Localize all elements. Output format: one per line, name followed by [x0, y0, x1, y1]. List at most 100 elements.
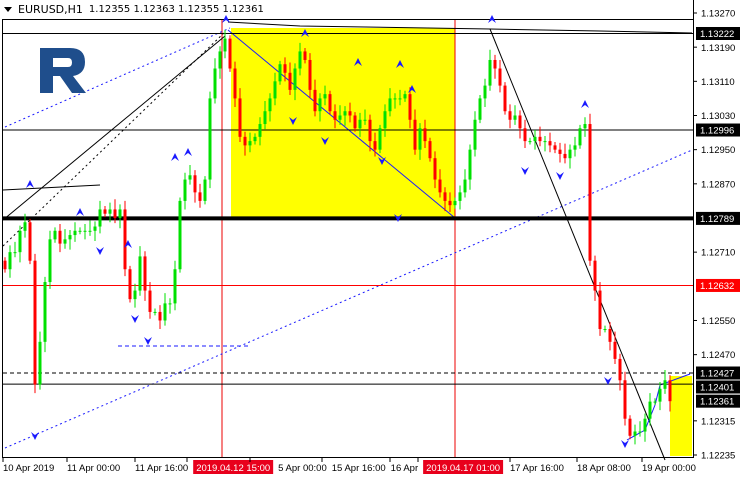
price-tick-label: 1.12710 — [701, 248, 735, 259]
candle — [108, 202, 112, 223]
time-tick-label: 5 Apr 00:00 — [278, 463, 327, 474]
triangle-down-icon[interactable] — [4, 7, 12, 12]
candle — [293, 63, 297, 101]
candle — [283, 57, 287, 82]
candle — [603, 325, 607, 333]
candle-body — [368, 119, 372, 142]
candle-body — [113, 209, 117, 218]
candle — [38, 331, 42, 390]
time-tick-label: 15 Apr 16:00 — [332, 463, 386, 474]
candle — [183, 172, 187, 210]
candle-body — [298, 51, 302, 69]
candle — [578, 124, 582, 149]
fractal-up-arrow-icon — [26, 180, 34, 188]
candle — [473, 111, 477, 157]
candle — [553, 141, 557, 154]
candle — [488, 49, 492, 91]
candle-body — [313, 89, 317, 112]
candle — [463, 169, 467, 198]
price-tick-label: 1.12315 — [701, 416, 735, 427]
candle-body — [373, 141, 377, 150]
candle — [458, 185, 462, 210]
candle — [478, 94, 482, 124]
candle-body — [223, 38, 227, 52]
candle — [468, 144, 472, 190]
candle-body — [338, 115, 342, 120]
candle-body — [418, 128, 422, 150]
candle-body — [663, 380, 667, 389]
candle — [588, 113, 592, 266]
candle-body — [583, 124, 587, 129]
candle-body — [398, 98, 402, 100]
fractal-down-arrow-icon — [394, 214, 402, 222]
candle — [498, 59, 502, 93]
candle — [113, 199, 117, 224]
candle-body — [133, 290, 137, 300]
candle-body — [28, 222, 32, 261]
fractal-down-arrow-icon — [378, 157, 386, 165]
candle-body — [433, 158, 437, 180]
candle — [153, 308, 157, 316]
candle — [173, 260, 177, 311]
candle — [318, 93, 322, 122]
candle-body — [88, 230, 92, 232]
candle-body — [378, 128, 382, 150]
candle-body — [563, 153, 567, 159]
candle — [598, 282, 602, 336]
candle-body — [473, 119, 477, 150]
candle — [3, 257, 7, 273]
fractal-up-arrow-icon — [222, 15, 230, 23]
candle-body — [633, 431, 637, 436]
resistance-line-short — [2, 184, 101, 191]
candle-body — [328, 94, 332, 112]
candle-body — [63, 239, 67, 244]
candle-body — [288, 72, 292, 90]
price-level-label: 1.12789 — [700, 214, 734, 225]
candle — [138, 246, 142, 296]
candle-body — [23, 222, 27, 231]
candle-body — [123, 209, 127, 270]
candle-body — [203, 179, 207, 201]
candle-body — [218, 51, 222, 69]
candle-body — [483, 85, 487, 99]
candle — [123, 200, 127, 277]
candle — [433, 151, 437, 189]
candle-body — [238, 98, 242, 137]
fractal-up-arrow-icon — [124, 240, 132, 248]
candle — [253, 133, 257, 145]
candle-body — [103, 209, 107, 214]
price-tick-label: 1.12550 — [701, 316, 735, 327]
candle-body — [568, 149, 572, 159]
candle-body — [458, 192, 462, 201]
candle — [58, 223, 62, 253]
candle-body — [153, 311, 157, 313]
candle — [608, 322, 612, 351]
candle-body — [513, 115, 517, 120]
candle — [653, 398, 657, 406]
candle — [518, 110, 522, 139]
candle — [643, 413, 647, 442]
candle — [98, 200, 102, 234]
price-tick-label: 1.12235 — [701, 450, 735, 461]
candle-body — [268, 98, 272, 112]
fractal-down-arrow-icon — [604, 377, 612, 385]
candle-body — [143, 256, 147, 291]
candle — [93, 221, 97, 242]
candle — [208, 91, 212, 189]
price-level-label: 1.12632 — [700, 281, 734, 292]
candle-body — [623, 380, 627, 419]
candle — [43, 276, 47, 353]
candle — [563, 143, 567, 164]
candle-body — [228, 38, 232, 69]
candle-body — [118, 209, 122, 218]
price-level-label: 1.12427 — [700, 369, 734, 380]
candle-body — [588, 124, 592, 261]
candle-body — [463, 179, 467, 193]
candle — [88, 220, 92, 236]
trend-line-blue-dotted-upper — [4, 27, 231, 128]
candle — [338, 105, 342, 125]
candle — [648, 393, 652, 426]
price-label-box — [696, 366, 740, 380]
fractal-up-arrow-icon — [408, 85, 416, 93]
